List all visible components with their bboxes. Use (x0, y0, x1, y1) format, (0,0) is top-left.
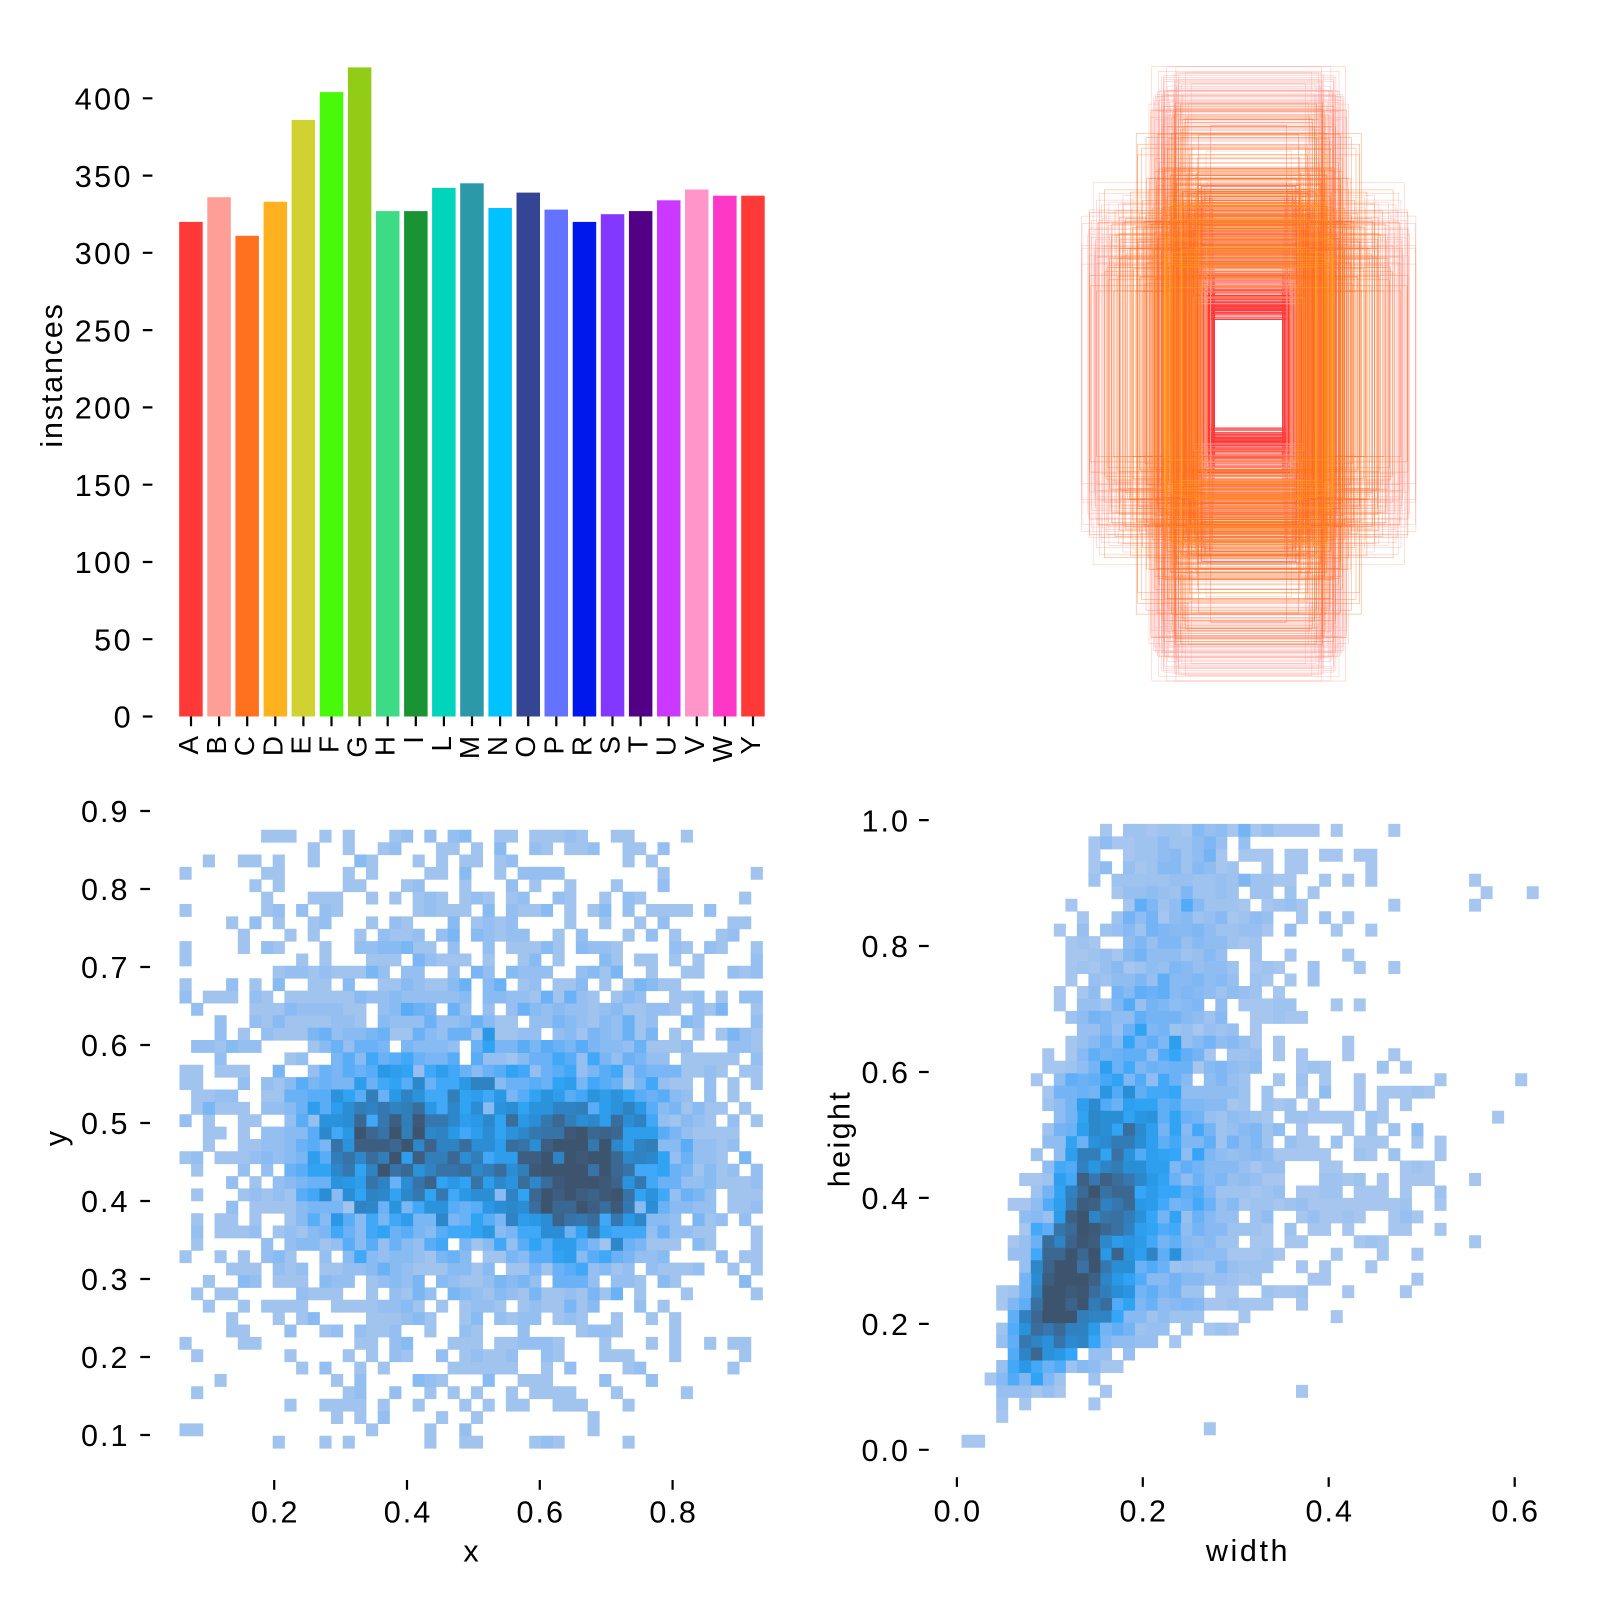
svg-text:M: M (454, 736, 485, 759)
svg-text:250: 250 (75, 314, 133, 348)
svg-text:E: E (285, 736, 316, 755)
svg-text:H: H (370, 736, 401, 756)
svg-text:0.8: 0.8 (649, 1496, 698, 1530)
svg-text:C: C (229, 736, 260, 756)
svg-text:P: P (538, 736, 569, 755)
svg-text:U: U (651, 736, 682, 756)
svg-text:0.6: 0.6 (517, 1496, 566, 1530)
svg-text:0.4: 0.4 (1306, 1495, 1355, 1529)
svg-text:V: V (679, 736, 710, 755)
svg-text:0.8: 0.8 (81, 873, 130, 907)
svg-text:T: T (623, 736, 654, 753)
svg-text:D: D (257, 736, 288, 756)
svg-text:A: A (173, 736, 204, 755)
svg-text:0.8: 0.8 (861, 930, 910, 964)
svg-text:0.0: 0.0 (934, 1495, 983, 1529)
svg-text:F: F (314, 736, 345, 753)
svg-text:O: O (510, 736, 541, 758)
svg-text:0.2: 0.2 (81, 1341, 130, 1375)
svg-text:0.5: 0.5 (81, 1107, 130, 1141)
svg-text:B: B (201, 736, 232, 755)
svg-text:300: 300 (75, 237, 133, 271)
svg-text:0.6: 0.6 (861, 1056, 910, 1090)
svg-text:W: W (707, 735, 738, 762)
svg-text:S: S (595, 736, 626, 755)
svg-text:height: height (823, 1090, 857, 1187)
svg-text:400: 400 (75, 83, 133, 117)
svg-text:0.2: 0.2 (251, 1496, 300, 1530)
svg-text:150: 150 (75, 469, 133, 503)
svg-text:Y: Y (735, 736, 766, 755)
svg-text:y: y (39, 1130, 73, 1146)
svg-text:0.6: 0.6 (81, 1029, 130, 1063)
svg-text:I: I (398, 736, 429, 744)
svg-text:50: 50 (94, 623, 133, 657)
svg-text:1.0: 1.0 (861, 804, 910, 838)
svg-text:0: 0 (114, 701, 131, 735)
svg-text:0.3: 0.3 (81, 1263, 130, 1297)
svg-text:instances: instances (35, 302, 69, 447)
svg-text:0.4: 0.4 (81, 1185, 130, 1219)
svg-text:0.2: 0.2 (861, 1308, 910, 1342)
svg-text:350: 350 (75, 160, 133, 194)
svg-text:0.4: 0.4 (861, 1182, 910, 1216)
svg-text:0.4: 0.4 (384, 1496, 433, 1530)
svg-text:0.9: 0.9 (81, 795, 130, 829)
svg-text:0.2: 0.2 (1120, 1495, 1169, 1529)
svg-text:N: N (482, 736, 513, 756)
svg-text:0.7: 0.7 (81, 951, 130, 985)
svg-text:0.0: 0.0 (861, 1434, 910, 1468)
svg-text:G: G (342, 736, 373, 758)
svg-text:R: R (566, 736, 597, 756)
svg-text:x: x (463, 1535, 478, 1569)
svg-text:0.6: 0.6 (1491, 1495, 1540, 1529)
svg-text:0.1: 0.1 (81, 1419, 130, 1453)
svg-text:width: width (1205, 1534, 1290, 1568)
svg-text:100: 100 (75, 546, 133, 580)
svg-text:200: 200 (75, 392, 133, 426)
svg-text:L: L (426, 736, 457, 751)
